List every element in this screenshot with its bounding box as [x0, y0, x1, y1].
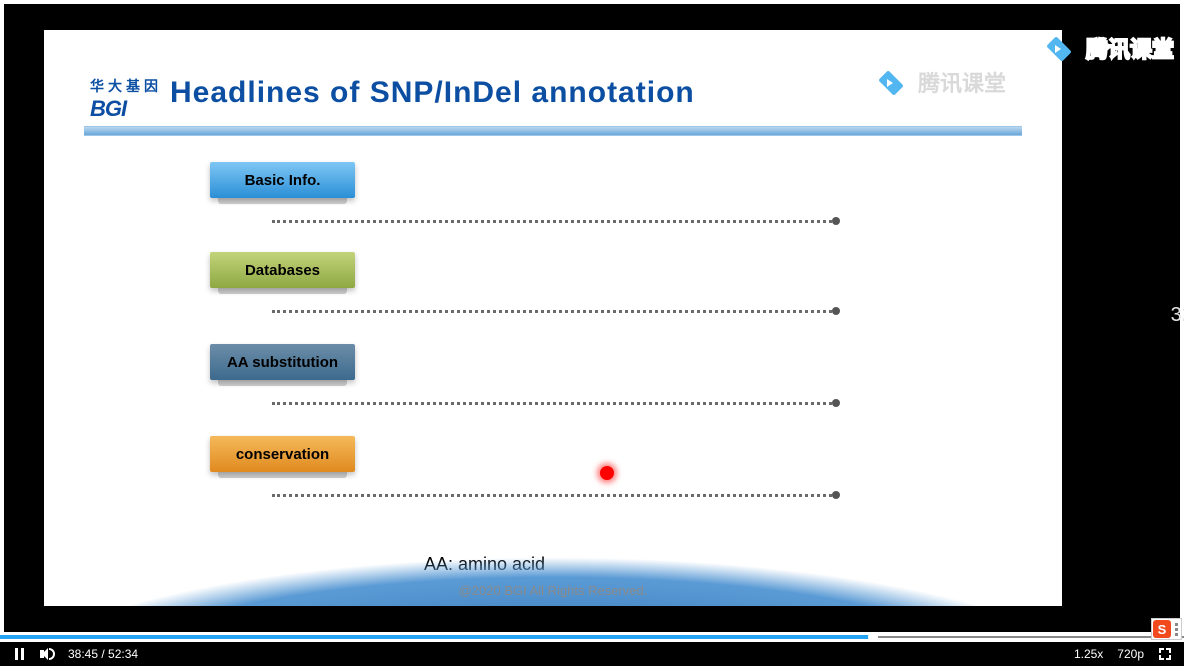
logo-zh: 华大基因	[90, 76, 162, 96]
section-2: AA substitution	[210, 344, 355, 380]
ime-menu-icon	[1173, 623, 1180, 636]
progress-bar[interactable]	[0, 632, 1184, 642]
logo-en: BGI	[90, 96, 162, 122]
pause-button[interactable]	[12, 647, 26, 661]
ime-icon: S	[1153, 620, 1171, 638]
time-total: 52:34	[108, 647, 138, 661]
progress-thumb[interactable]	[868, 632, 878, 642]
slide-title: Headlines of SNP/InDel annotation	[170, 76, 695, 110]
graduation-cap-icon	[876, 70, 912, 94]
section-0: Basic Info.	[210, 162, 355, 198]
progress-played	[0, 635, 873, 639]
section-dotted-line	[272, 310, 832, 313]
speed-button[interactable]: 1.25x	[1074, 647, 1103, 661]
section-3: conservation	[210, 436, 355, 472]
bgi-logo: 华大基因 BGI	[90, 76, 162, 122]
volume-button[interactable]	[40, 647, 54, 661]
section-dotted-line	[272, 494, 832, 497]
ime-indicator[interactable]: S	[1151, 618, 1182, 640]
section-tag: Databases	[210, 252, 355, 288]
video-player: 华大基因 BGI Headlines of SNP/InDel annotati…	[4, 4, 1180, 632]
section-dotted-line	[272, 402, 832, 405]
section-dotted-line	[272, 220, 832, 223]
section-1: Databases	[210, 252, 355, 288]
section-tag: conservation	[210, 436, 355, 472]
section-tag: Basic Info.	[210, 162, 355, 198]
watermark-outer: 腾讯课堂	[1044, 32, 1174, 64]
copyright: @2020 BGI All Rights Reserved.	[44, 583, 1062, 598]
watermark-inner: 腾讯课堂	[876, 66, 1006, 98]
title-rule	[84, 126, 1022, 136]
player-controls: 38:45 / 52:34 1.25x 720p	[0, 642, 1184, 666]
quality-button[interactable]: 720p	[1117, 647, 1144, 661]
laser-pointer	[600, 466, 614, 480]
footer-arc	[44, 556, 1062, 606]
time-current: 38:45	[68, 647, 98, 661]
graduation-cap-icon	[1044, 36, 1080, 60]
time-display: 38:45 / 52:34	[68, 647, 138, 661]
slide: 华大基因 BGI Headlines of SNP/InDel annotati…	[44, 30, 1062, 606]
side-number: 329	[1171, 304, 1184, 327]
fullscreen-button[interactable]	[1158, 647, 1172, 661]
section-tag: AA substitution	[210, 344, 355, 380]
